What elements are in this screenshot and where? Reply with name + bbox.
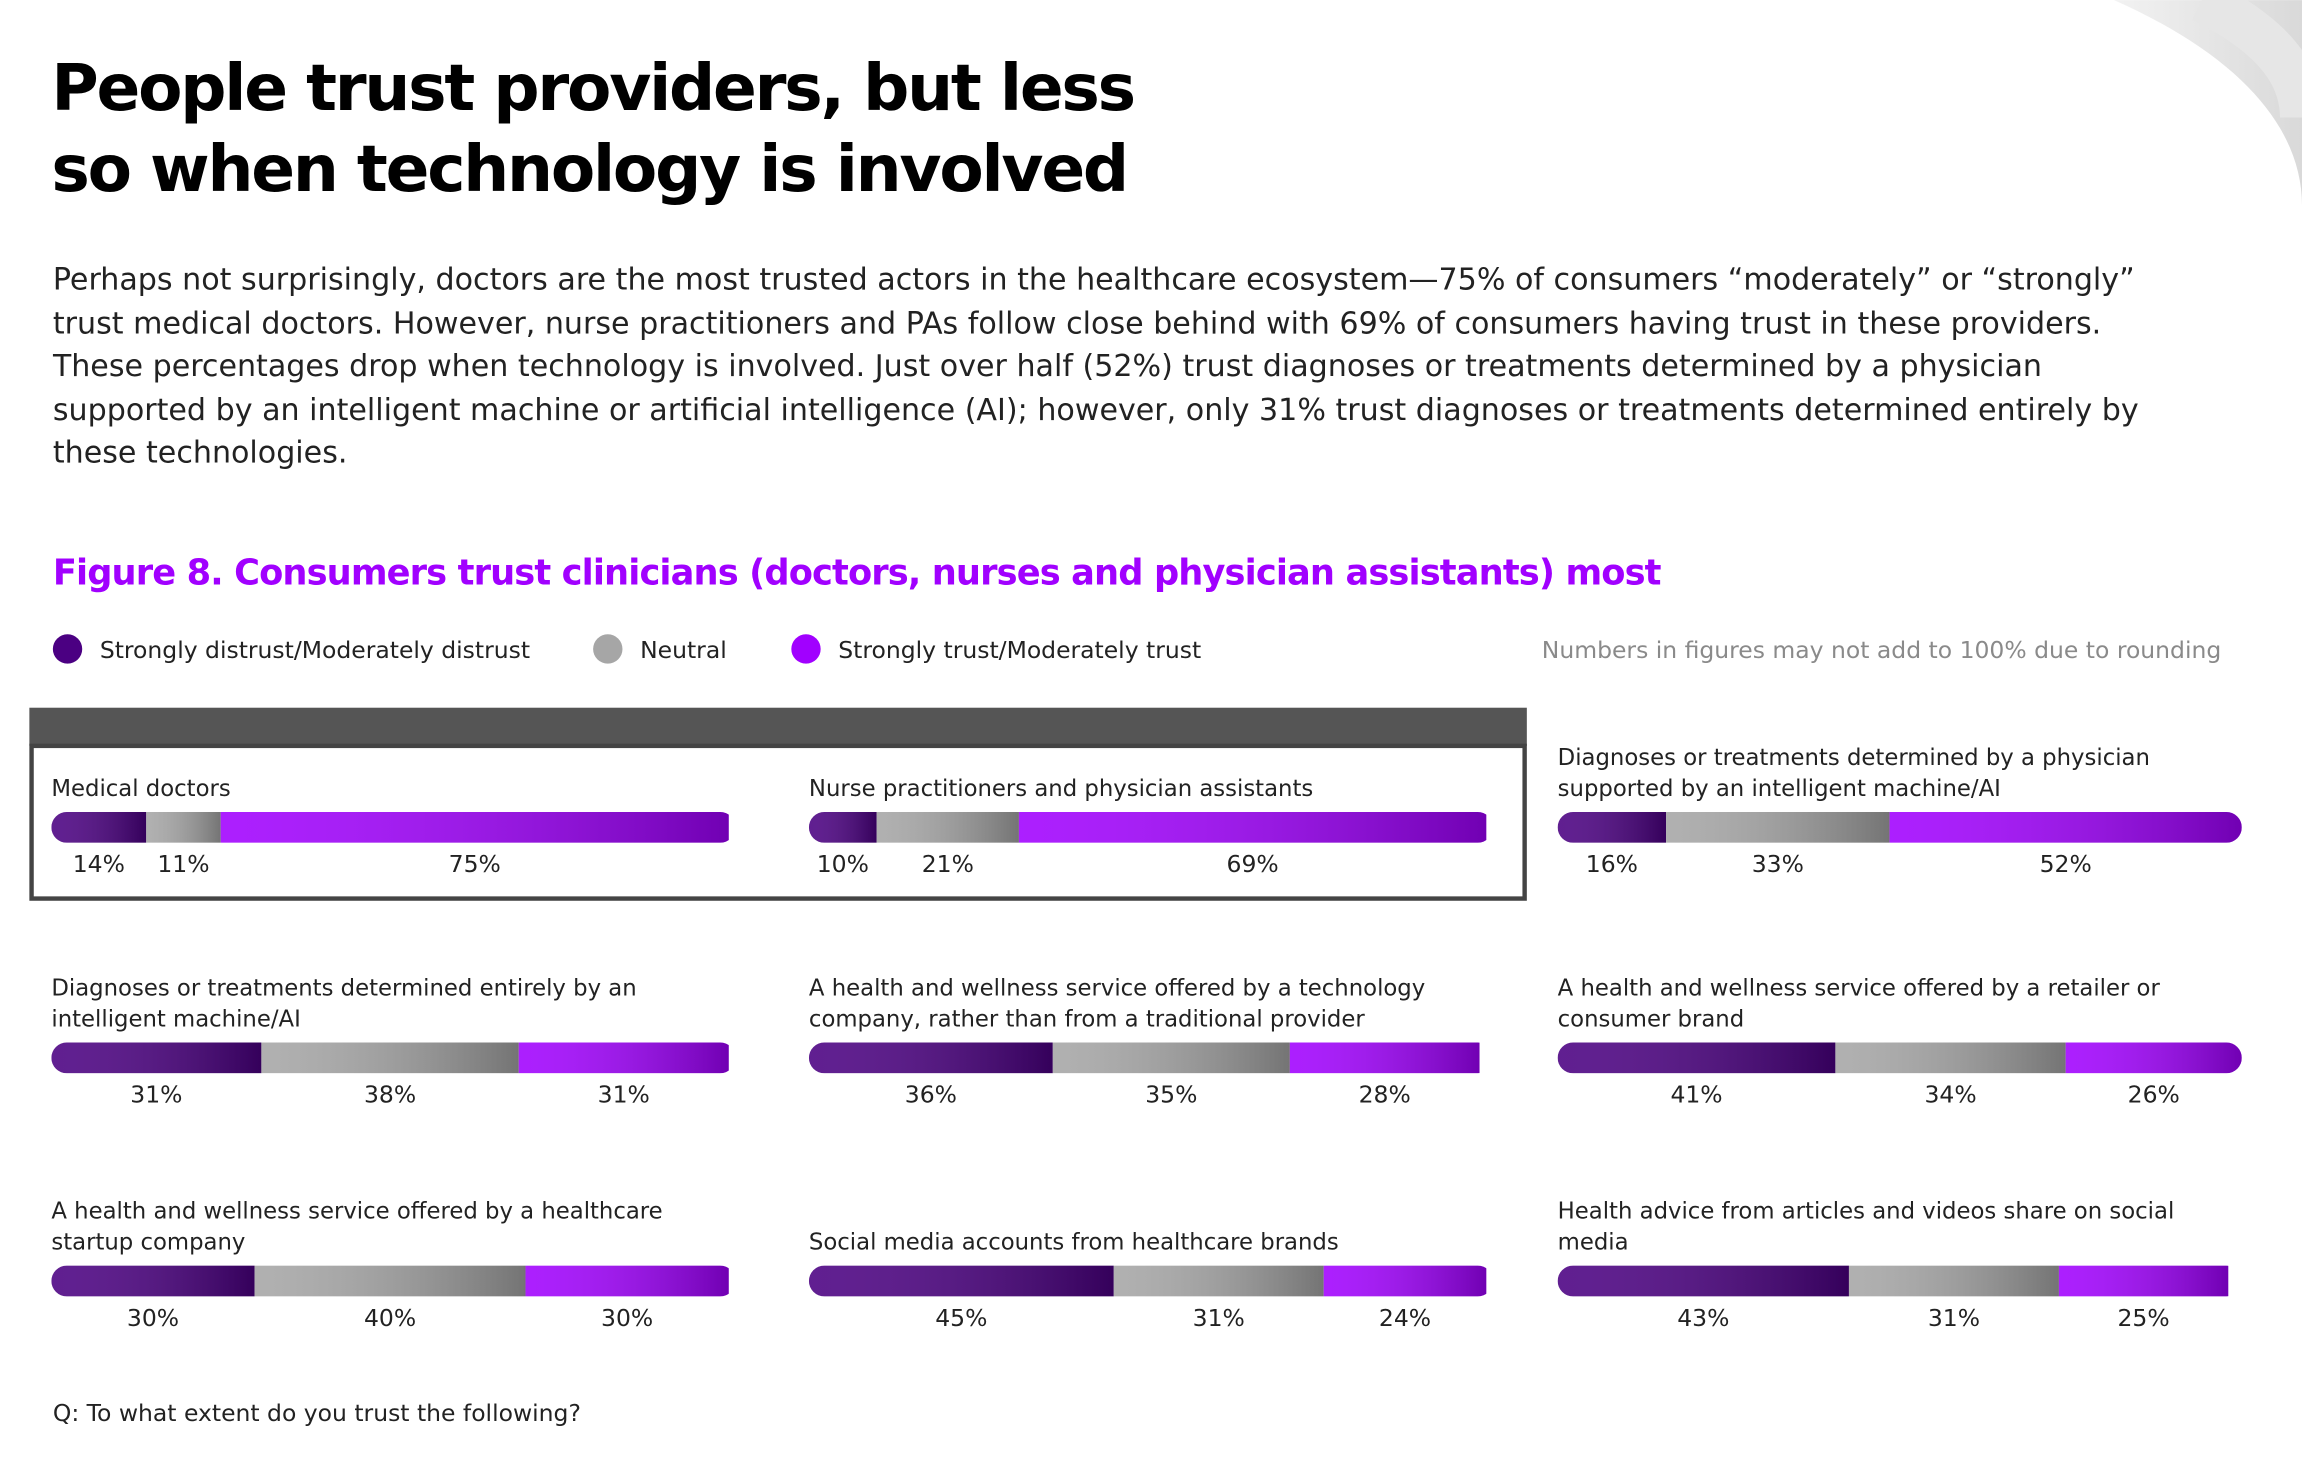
category-box: Nurse practitioners and physician assist… — [808, 774, 1314, 801]
category-box: Health advice from articles and videos s… — [1557, 1198, 2175, 1255]
segment-shade — [1848, 1265, 2059, 1297]
bar-group — [1557, 811, 2242, 843]
segment-shade — [51, 811, 147, 843]
segment-shade — [808, 1042, 1053, 1074]
highlight-header — [29, 707, 1527, 746]
value-label: 28% — [1359, 1081, 1411, 1109]
page-title: People trust providers, but less — [51, 51, 1134, 126]
segment-shade — [1323, 1265, 1487, 1297]
category-box: A health and wellness service offered by… — [808, 974, 1426, 1032]
segment-shade — [1666, 811, 1890, 843]
value-label: 33% — [1752, 850, 1804, 878]
value-label: 34% — [1924, 1081, 1976, 1109]
segment-shade — [261, 1042, 519, 1074]
bar-group — [51, 1042, 729, 1074]
segment-shade — [1557, 811, 1667, 843]
segment-shade — [808, 1265, 1114, 1297]
value-label: 31% — [1928, 1304, 1980, 1332]
segment-shade — [1557, 1042, 1836, 1074]
figure-title: Figure 8. Consumers trust clinicians (do… — [53, 552, 1662, 593]
legend-label: Neutral — [640, 636, 727, 664]
bar-group — [1557, 1265, 2229, 1297]
value-label: 40% — [364, 1304, 416, 1332]
decor-arc — [2192, 0, 2302, 119]
segment-shade — [1052, 1042, 1290, 1074]
category-box: Medical doctors — [51, 774, 231, 801]
category-label: Diagnoses or treatments determined entir… — [51, 974, 637, 1032]
category-label: A health and wellness service offered by… — [51, 1198, 663, 1255]
segment-shade — [2065, 1042, 2242, 1074]
bar-group — [808, 1042, 1480, 1074]
category-label: Nurse practitioners and physician assist… — [808, 774, 1314, 801]
segment-shade — [1889, 811, 2242, 843]
segment-shade — [518, 1042, 729, 1074]
segment-shade — [1557, 1265, 1849, 1297]
value-label: 31% — [130, 1081, 182, 1109]
value-label: 16% — [1586, 850, 1638, 878]
category-label: Health advice from articles and videos s… — [1557, 1198, 2175, 1255]
legend-swatch — [52, 634, 83, 664]
value-label: 43% — [1677, 1304, 1729, 1332]
chart: Strongly distrust/Moderately distrust Neu… — [51, 634, 2242, 1332]
question: Q: To what extent do you trust the follo… — [53, 1399, 581, 1427]
value-label: 35% — [1145, 1081, 1197, 1109]
category-label: Diagnoses or treatments determined by a … — [1557, 744, 2150, 801]
value-label: 41% — [1670, 1081, 1722, 1109]
segment-shade — [1018, 811, 1487, 843]
page-title: so when technology is involved — [51, 132, 1127, 207]
paragraph-box: Perhaps not surprisingly, doctors are th… — [52, 261, 2139, 470]
segment-shade — [1113, 1265, 1324, 1297]
value-label: 21% — [922, 850, 974, 878]
segment-shade — [146, 811, 221, 843]
value-label: 25% — [2118, 1304, 2170, 1332]
segment-shade — [808, 811, 877, 843]
segment-shade — [220, 811, 729, 843]
rounding-note: Numbers in figures may not add to 100% d… — [1542, 636, 2221, 664]
value-label: 10% — [817, 850, 869, 878]
legend-label: Strongly trust/Moderately trust — [838, 636, 1201, 664]
bar-group — [51, 1265, 729, 1297]
bar-group — [1557, 1042, 2242, 1074]
value-label: 69% — [1227, 850, 1279, 878]
category-box: Social media accounts from healthcare br… — [808, 1228, 1339, 1255]
segment-shade — [51, 1042, 262, 1074]
category-box: Diagnoses or treatments determined by a … — [1557, 744, 2150, 801]
value-label: 75% — [449, 850, 501, 878]
legend-label: Strongly distrust/Moderately distrust — [100, 636, 530, 664]
segment-shade — [1835, 1042, 2066, 1074]
bar-group — [51, 811, 729, 843]
category-label: A health and wellness service offered by… — [1557, 974, 2160, 1032]
bar-group — [808, 811, 1487, 843]
segment-shade — [525, 1265, 729, 1297]
segment-shade — [876, 811, 1019, 843]
bar-group — [808, 1265, 1487, 1297]
category-box: A health and wellness service offered by… — [51, 1198, 663, 1255]
category-label: A health and wellness service offered by… — [808, 974, 1426, 1032]
segment-shade — [51, 1265, 255, 1297]
value-label: 52% — [2040, 850, 2092, 878]
category-label: Medical doctors — [51, 774, 231, 801]
segment-shade — [1289, 1042, 1480, 1074]
value-label: 38% — [364, 1081, 416, 1109]
highlight-box — [29, 743, 1527, 901]
value-label: 26% — [2128, 1081, 2180, 1109]
value-label: 31% — [598, 1081, 650, 1109]
value-label: 36% — [905, 1081, 957, 1109]
segment-shade — [254, 1265, 526, 1297]
value-label: 11% — [157, 850, 209, 878]
value-label: 31% — [1193, 1304, 1245, 1332]
paragraph: Perhaps not surprisingly, doctors are th… — [52, 261, 2139, 470]
value-label: 14% — [73, 850, 125, 878]
value-label: 45% — [935, 1304, 987, 1332]
value-label: 24% — [1379, 1304, 1431, 1332]
segment-shade — [2058, 1265, 2229, 1297]
category-label: Social media accounts from healthcare br… — [808, 1228, 1339, 1255]
legend-swatch — [791, 634, 821, 664]
legend-swatch — [593, 634, 623, 664]
category-box: A health and wellness service offered by… — [1557, 974, 2160, 1032]
value-label: 30% — [601, 1304, 653, 1332]
category-box: Diagnoses or treatments determined entir… — [51, 974, 637, 1032]
value-label: 30% — [127, 1304, 179, 1332]
